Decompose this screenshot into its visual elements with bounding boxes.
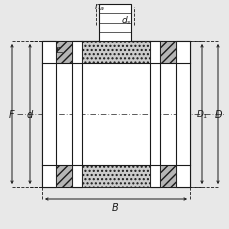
Text: B: B <box>111 202 118 212</box>
Text: r: r <box>56 45 60 55</box>
Bar <box>159 165 175 187</box>
Bar <box>72 42 82 187</box>
Bar <box>98 5 131 42</box>
Bar <box>149 42 159 187</box>
Text: d: d <box>27 109 33 120</box>
Bar <box>56 42 72 64</box>
Text: $d_s$: $d_s$ <box>120 15 131 27</box>
Bar <box>42 42 189 187</box>
Text: D: D <box>213 109 221 120</box>
Text: F: F <box>9 109 15 120</box>
Bar <box>159 42 175 64</box>
Bar <box>42 42 56 187</box>
Bar <box>175 42 189 187</box>
Bar <box>56 165 72 187</box>
Bar <box>82 165 149 187</box>
Text: $D_1$: $D_1$ <box>195 108 207 121</box>
Bar <box>82 42 149 64</box>
Text: $n_a$: $n_a$ <box>94 3 105 13</box>
